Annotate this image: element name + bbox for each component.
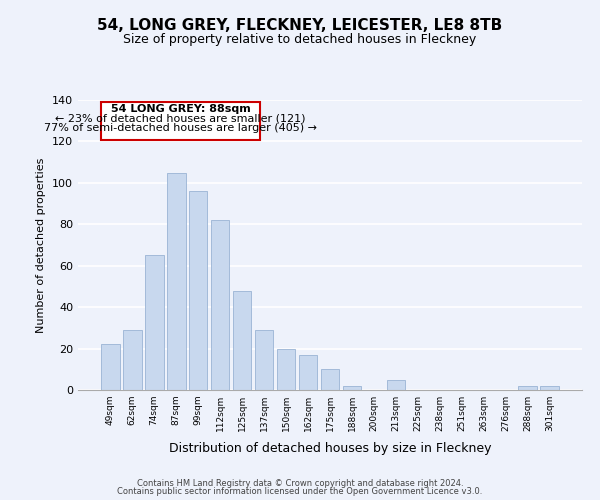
Bar <box>343 386 361 390</box>
Text: 54 LONG GREY: 88sqm: 54 LONG GREY: 88sqm <box>110 104 250 114</box>
Bar <box>299 355 317 390</box>
Bar <box>277 348 295 390</box>
Bar <box>255 330 274 390</box>
Bar <box>123 330 142 390</box>
Text: Contains HM Land Registry data © Crown copyright and database right 2024.: Contains HM Land Registry data © Crown c… <box>137 478 463 488</box>
X-axis label: Distribution of detached houses by size in Fleckney: Distribution of detached houses by size … <box>169 442 491 456</box>
Bar <box>211 220 229 390</box>
Text: 77% of semi-detached houses are larger (405) →: 77% of semi-detached houses are larger (… <box>44 123 317 133</box>
Text: 54, LONG GREY, FLECKNEY, LEICESTER, LE8 8TB: 54, LONG GREY, FLECKNEY, LEICESTER, LE8 … <box>97 18 503 32</box>
Bar <box>101 344 119 390</box>
Bar <box>518 386 537 390</box>
Text: ← 23% of detached houses are smaller (121): ← 23% of detached houses are smaller (12… <box>55 114 306 124</box>
Text: Contains public sector information licensed under the Open Government Licence v3: Contains public sector information licen… <box>118 487 482 496</box>
Bar <box>167 172 185 390</box>
Bar <box>145 256 164 390</box>
Bar <box>541 386 559 390</box>
Y-axis label: Number of detached properties: Number of detached properties <box>37 158 46 332</box>
Text: Size of property relative to detached houses in Fleckney: Size of property relative to detached ho… <box>124 32 476 46</box>
Bar <box>320 370 340 390</box>
Bar <box>233 290 251 390</box>
Bar <box>189 191 208 390</box>
FancyBboxPatch shape <box>101 102 260 141</box>
Bar <box>386 380 405 390</box>
